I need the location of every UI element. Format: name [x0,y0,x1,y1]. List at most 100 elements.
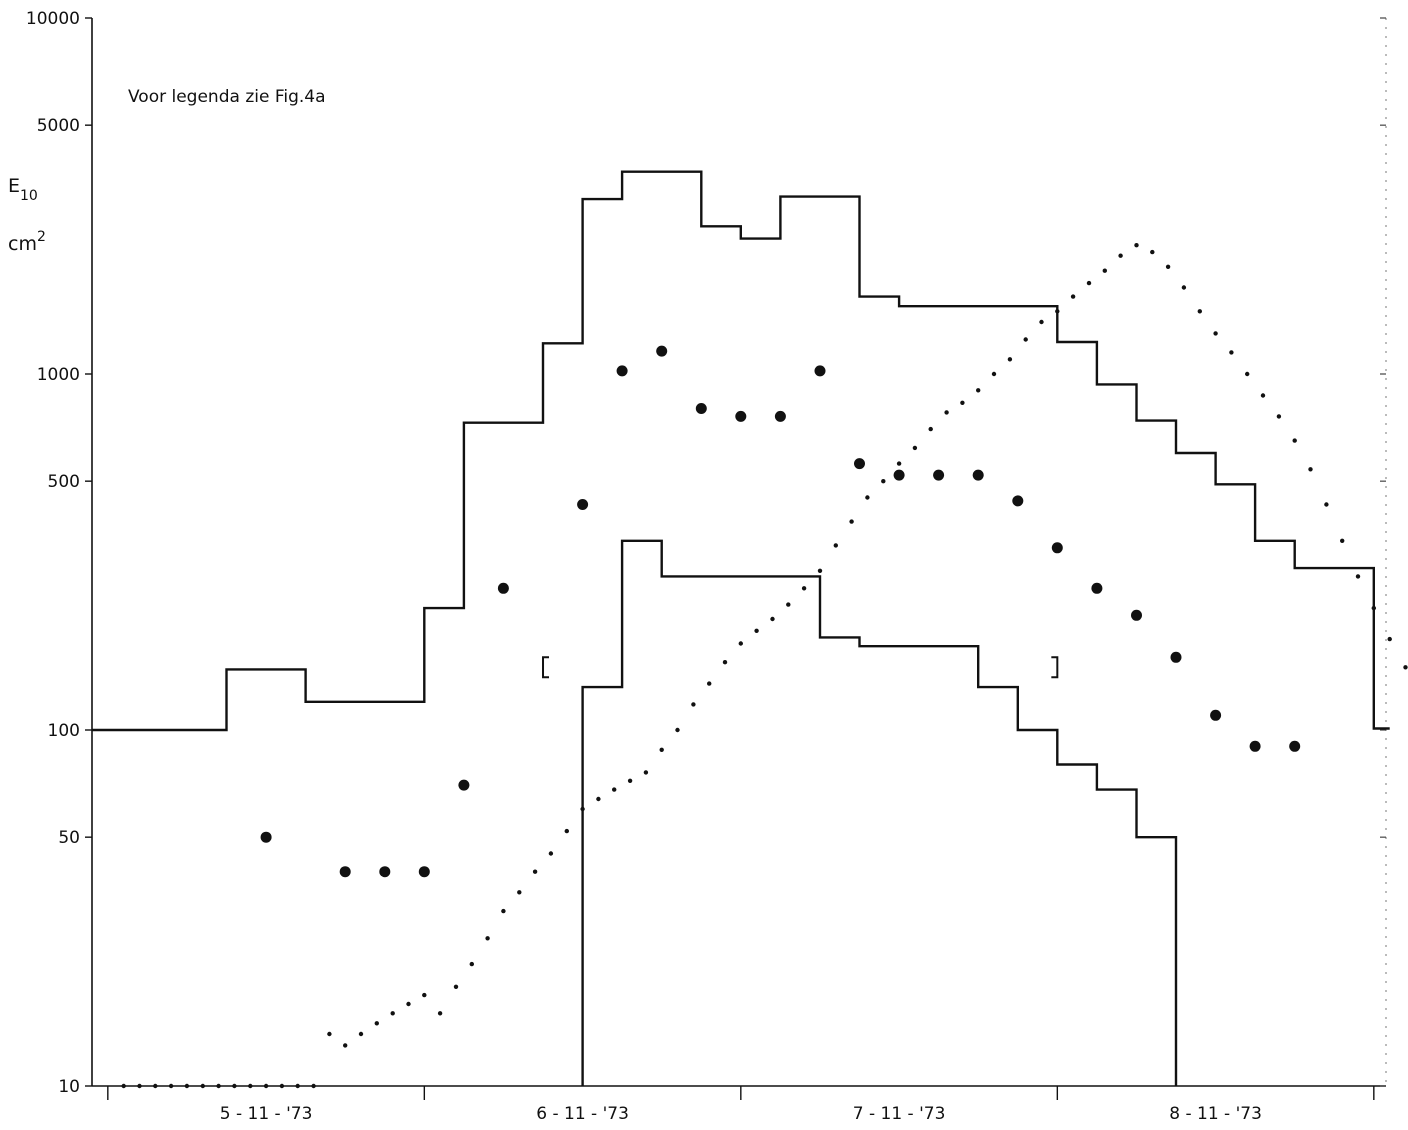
small-dot [960,400,965,405]
small-dot [469,961,474,967]
small-dot [817,568,823,573]
chart-brackets [542,656,1059,679]
large-dot [1210,709,1222,721]
large-dot [1131,609,1142,621]
small-dot [1165,264,1171,269]
small-dot [849,519,854,524]
small-dot [121,1083,126,1089]
large-dot [1012,495,1024,507]
large-dot [418,866,430,878]
y-tick-label: 1000 [37,365,80,385]
small-dot [1150,249,1155,255]
y-tick-label: 50 [58,828,80,848]
y-tick-label: 10000 [26,9,80,29]
large-dot [1170,651,1182,663]
small-dot [865,495,870,500]
y-tick-label: 10 [58,1077,80,1097]
y-axis-unit-sup: 2 [37,229,46,245]
small-dot [564,828,569,834]
small-dot [200,1083,205,1089]
small-dot [707,681,712,686]
small-dot [216,1083,221,1089]
x-tick-label: 8 - 11 - '73 [1169,1104,1262,1124]
small-dot [517,890,522,895]
small-dot [453,984,459,989]
large-dot [695,403,707,414]
large-dot [260,831,272,843]
large-dot [379,866,391,878]
small-dot [248,1083,253,1089]
x-tick-labels: 5 - 11 - '73 6 - 11 - '73 7 - 11 - '73 8 - … [220,1104,1262,1124]
small-dot [1118,253,1123,258]
small-dot [1276,414,1282,419]
small-dot [184,1083,190,1089]
small-dot [1229,350,1234,355]
small-dot [896,461,902,466]
large-dot [339,866,351,878]
svg-text:cm2: cm2 [8,229,46,255]
small-dot [422,992,427,998]
large-dot [1289,740,1301,752]
y-tick-label: 100 [48,721,80,741]
small-dot [801,586,807,591]
large-dot [933,469,945,481]
small-dot [548,851,554,856]
small-dot [279,1083,285,1089]
large-dot [577,499,589,510]
small-dot [1355,574,1361,579]
svg-text:E10: E10 [8,175,38,204]
small-dot [1371,605,1377,611]
large-dot [972,469,984,481]
large-dot [656,345,668,357]
small-dot [153,1083,158,1089]
y-tick-label: 5000 [37,116,80,136]
small-dot [675,727,680,733]
small-dot [1213,331,1218,336]
large-dot [1051,542,1063,554]
small-dot [437,1011,443,1016]
small-dot [1086,280,1092,286]
small-dot [327,1031,332,1037]
small-dot [1007,357,1013,362]
small-dot [1070,294,1076,299]
x-tick-label: 7 - 11 - '73 [853,1104,946,1124]
step-line-1 [92,170,1390,732]
small-dot [1324,502,1329,507]
small-dot [1039,319,1044,325]
small-dot [311,1083,316,1089]
small-dot [1197,309,1203,314]
small-dot [976,388,981,393]
legend-note: Voor legenda zie Fig.4a [128,87,326,107]
large-dot [1249,740,1261,752]
small-dot [1403,665,1408,670]
small-dot [1292,438,1297,443]
small-dot [770,616,775,622]
small-dot [295,1083,300,1089]
y-axis-label: E10 cm2 [8,175,46,255]
small-dot [1308,467,1313,472]
large-dot [616,365,628,377]
small-dot [722,660,728,665]
large-dot [774,410,786,422]
chart-series [92,170,1408,1089]
large-dot [854,458,865,470]
bracket-right [1051,656,1059,679]
small-dot [596,796,601,802]
small-dot [1387,636,1392,642]
small-dot [881,479,886,484]
small-dot [944,410,949,415]
small-dot [612,787,617,792]
bracket-left [542,656,550,679]
small-dot [833,543,838,548]
small-dot [912,445,918,451]
small-dot [168,1083,174,1089]
small-dot [390,1011,395,1016]
small-dot [928,426,933,432]
small-dot [1245,371,1250,377]
small-dot [1134,243,1139,248]
y-tick-label: 500 [48,472,80,492]
small-dot [786,602,791,607]
small-dot [343,1043,348,1048]
step-line-2 [581,539,1178,1086]
small-dot [580,806,585,812]
